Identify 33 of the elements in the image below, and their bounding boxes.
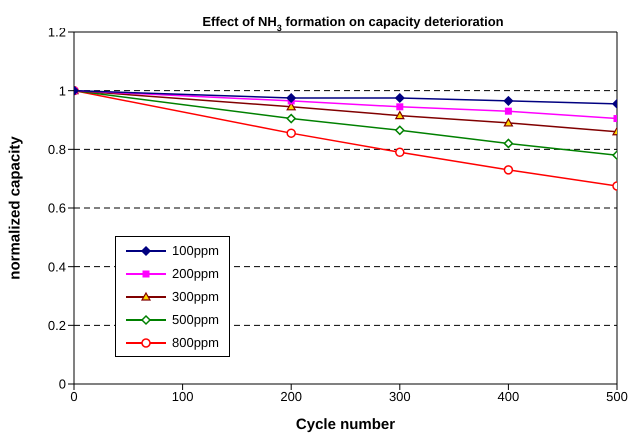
y-tick-label: 1 [58,83,66,98]
point [504,138,514,148]
x-tick-label: 500 [606,389,628,404]
legend-label: 800ppm [172,335,219,350]
y-tick-label: 0.8 [48,142,66,157]
point [395,148,405,158]
legend-label: 500ppm [172,312,219,327]
point [504,108,512,115]
legend-label: 300ppm [172,289,219,304]
point [286,128,296,138]
y-tick-label: 0.2 [48,318,66,333]
y-tick-label: 0 [58,376,66,392]
x-tick-label: 200 [280,389,302,404]
point [504,96,514,106]
x-tick-label: 100 [172,389,194,404]
chart-title: Effect of NH$_{3}$ formation on capacity deterioration [202,14,504,33]
legend-label: 100ppm [172,243,219,258]
y-tick-label: 0.6 [48,200,66,216]
x-tick-label: 400 [498,389,520,404]
point [396,103,404,110]
x-tick-label: 300 [388,389,411,404]
point [286,93,296,103]
point [395,126,405,136]
y-axis-title: normalized capacity [6,136,24,280]
x-tick-label: 0 [70,389,78,404]
point [286,114,296,124]
legend-label: 200ppm [172,266,219,281]
x-axis-title: Cycle number [296,416,396,433]
point [395,111,404,120]
point [395,93,405,103]
point [504,118,513,127]
point [504,165,514,175]
y-tick-label: 0.4 [48,259,66,274]
